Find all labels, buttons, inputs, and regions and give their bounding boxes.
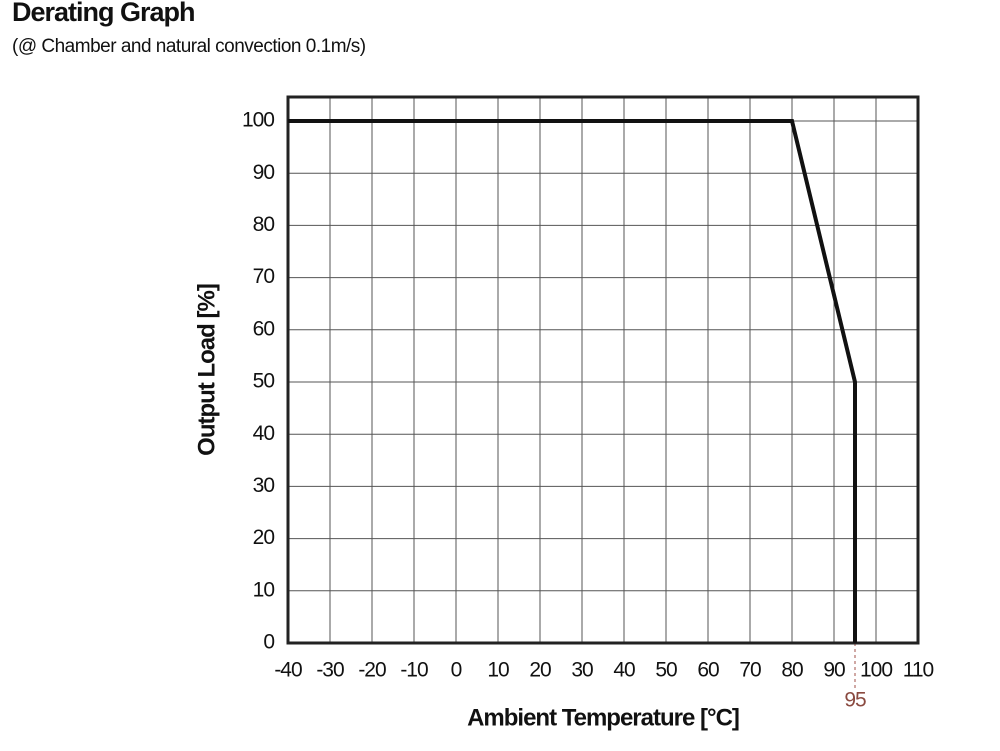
x-tick-label: 95 <box>844 689 866 712</box>
y-axis-title: Output Load [%] <box>193 284 220 456</box>
x-tick-label: 80 <box>781 659 803 682</box>
x-tick-label: 50 <box>655 659 677 682</box>
x-tick-label: 90 <box>823 659 845 682</box>
x-tick-label: -20 <box>358 659 386 682</box>
y-tick-label: 20 <box>253 526 275 549</box>
derating-line <box>288 119 857 643</box>
x-tick-label: -30 <box>316 659 344 682</box>
y-tick-label: 40 <box>253 422 275 445</box>
x-tick-label: 110 <box>903 659 934 682</box>
y-tick-label: 100 <box>242 109 274 132</box>
x-tick-label: 60 <box>697 659 719 682</box>
chart-subtitle: (@ Chamber and natural convection 0.1m/s… <box>12 36 366 57</box>
x-tick-label: 40 <box>613 659 635 682</box>
y-tick-label: 70 <box>253 265 275 288</box>
y-tick-label: 60 <box>253 317 275 340</box>
x-tick-label: 10 <box>487 659 509 682</box>
x-tick-label: 30 <box>571 659 593 682</box>
y-tick-label: 0 <box>263 631 274 654</box>
y-tick-label: 10 <box>253 578 275 601</box>
x-tick-label: 100 <box>860 659 892 682</box>
plot-frame <box>286 95 920 645</box>
y-tick-label: 30 <box>253 474 275 497</box>
x-tick-label: 0 <box>451 659 462 682</box>
x-tick-label: 70 <box>739 659 761 682</box>
y-tick-label: 90 <box>253 161 275 184</box>
chart-title: Derating Graph <box>12 0 195 27</box>
x-axis-title: Ambient Temperature [°C] <box>467 704 739 731</box>
x-tick-label: -10 <box>400 659 428 682</box>
x-tick-label: 20 <box>529 659 551 682</box>
y-tick-label: 80 <box>253 213 275 236</box>
y-tick-label: 50 <box>253 370 275 393</box>
x-tick-label: -40 <box>274 659 302 682</box>
